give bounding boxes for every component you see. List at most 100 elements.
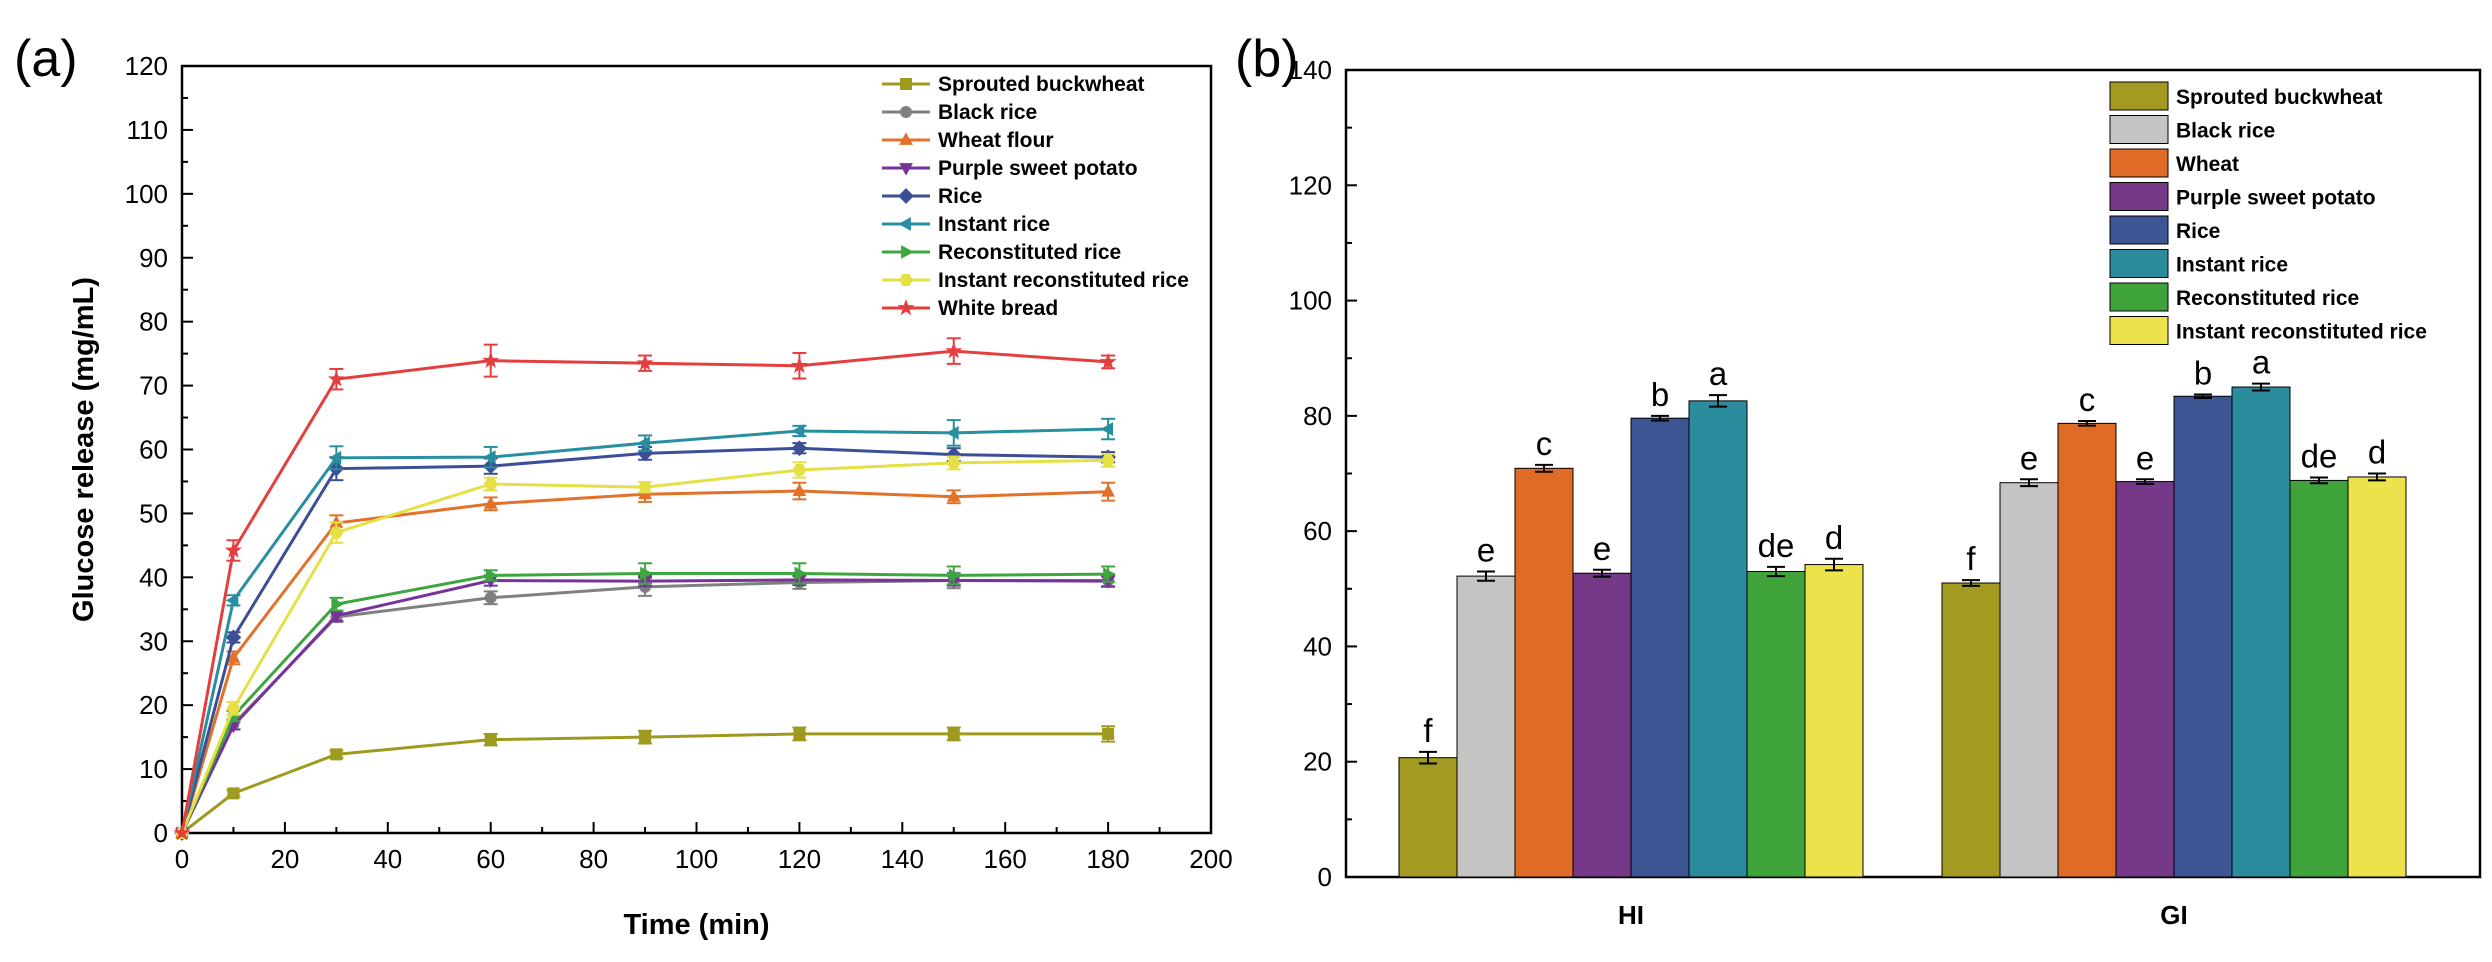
bar [1941, 582, 2001, 878]
y-tick-label: 0 [1318, 862, 1332, 892]
bar [1572, 572, 1632, 878]
bar [1804, 564, 1864, 878]
significance-letter: b [1651, 376, 1669, 413]
series-purple-sweet-potato [175, 573, 1116, 841]
y-tick-label: 20 [1303, 747, 1332, 777]
legend-marker [901, 245, 914, 259]
legend-swatch [2109, 282, 2169, 312]
data-point [331, 597, 344, 612]
y-tick-label: 110 [127, 115, 168, 145]
data-point [224, 541, 242, 558]
x-axis-title: Time (min) [623, 909, 769, 941]
data-point [948, 568, 962, 583]
significance-letter: d [1825, 519, 1843, 556]
y-tick-label: 100 [1289, 286, 1332, 316]
series-line [180, 489, 1109, 834]
bar [2057, 422, 2117, 878]
legend-swatch [2109, 182, 2169, 211]
series-white-bread [173, 337, 1117, 841]
significance-letter: a [2252, 344, 2271, 381]
data-point [226, 702, 241, 715]
significance-letter: f [1966, 540, 1976, 577]
series-line [180, 572, 1109, 834]
series-line [180, 458, 1109, 834]
x-category-label: GI [2160, 900, 2187, 930]
data-point [225, 593, 239, 608]
data-point [482, 351, 500, 368]
series-instant-rice [174, 417, 1116, 840]
data-point [1101, 484, 1115, 497]
legend-label: Wheat [2176, 153, 2239, 176]
legend-marker [900, 78, 912, 90]
data-point [792, 463, 807, 476]
legend-label: Sprouted buckwheat [938, 73, 1145, 96]
y-tick-label: 10 [139, 754, 168, 784]
legend-marker [899, 163, 913, 176]
x-tick-label: 140 [881, 844, 924, 874]
x-tick-label: 60 [476, 844, 505, 874]
y-tick-label: 120 [125, 51, 168, 81]
series-line [180, 578, 1109, 834]
significance-letter: e [1477, 531, 1495, 568]
data-point [485, 568, 499, 583]
bar [2231, 386, 2291, 878]
x-tick-label: 180 [1086, 844, 1129, 874]
bar [1999, 482, 2059, 878]
legend-label: Instant rice [2176, 254, 2288, 277]
data-point [1102, 727, 1115, 740]
significance-letter: d [2368, 434, 2386, 471]
legend-label: Instant reconstituted rice [2176, 321, 2427, 344]
line-chart-glucose-release: 0 10 20 30 40 50 60 70 80 90 100 110 120 0 20 40 60 80 100… [68, 51, 1233, 941]
x-tick-label: 200 [1189, 844, 1232, 874]
data-point [173, 824, 191, 841]
data-point [1101, 454, 1115, 467]
y-tick-label: 60 [1303, 516, 1332, 546]
series-line [181, 732, 1109, 835]
y-tick-label: 140 [1289, 55, 1332, 85]
legend-swatch [2109, 316, 2169, 345]
panel-label-a: (a) [14, 30, 78, 88]
data-point [327, 370, 345, 387]
legend-label: Instant rice [938, 213, 1050, 236]
significance-letter: b [2194, 355, 2212, 392]
legend-marker [899, 274, 913, 286]
data-point [484, 733, 497, 746]
legend-swatch [2109, 81, 2169, 111]
significance-letter: de [1758, 527, 1795, 564]
y-tick-label: 70 [139, 371, 168, 401]
x-tick-label: 40 [373, 844, 402, 874]
legend-label: Reconstituted rice [938, 241, 1121, 264]
bar [1688, 400, 1748, 878]
data-point [638, 481, 652, 494]
bar [2347, 476, 2407, 878]
data-point [484, 591, 497, 604]
data-point [791, 424, 805, 438]
data-point [640, 566, 653, 581]
legend-label: Wheat flour [938, 129, 1054, 152]
legend-label: Instant reconstituted rice [938, 269, 1189, 292]
data-point [483, 478, 498, 490]
y-tick-label: 80 [139, 307, 168, 337]
legend-label: Black rice [2176, 120, 2275, 143]
legend-marker [898, 217, 911, 231]
legend-swatch [2109, 215, 2169, 245]
bar [2289, 479, 2349, 878]
data-point [791, 440, 808, 457]
data-point [227, 787, 240, 800]
bar [1746, 570, 1806, 878]
data-point [945, 342, 963, 359]
x-tick-label: 160 [984, 844, 1027, 874]
data-point [947, 727, 960, 740]
bar [1514, 467, 1574, 878]
significance-letter: a [1709, 355, 1728, 392]
y-tick-label: 60 [139, 435, 168, 465]
data-point [636, 354, 654, 371]
legend-label: Purple sweet potato [938, 157, 1138, 180]
data-point [328, 450, 342, 465]
data-point [794, 566, 808, 581]
bar [1456, 575, 1516, 878]
data-point [793, 727, 806, 740]
data-point [946, 456, 961, 469]
data-point [225, 629, 242, 646]
data-point [639, 731, 652, 744]
